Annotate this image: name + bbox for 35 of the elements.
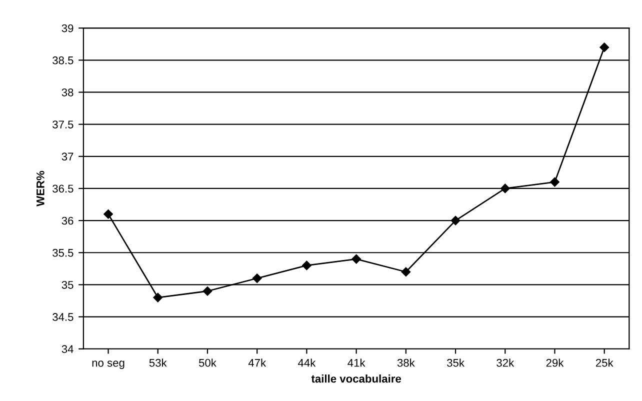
y-tick-label: 38.5 bbox=[52, 56, 74, 64]
point bbox=[202, 286, 212, 296]
x-axis-title: taille vocabulaire bbox=[311, 374, 402, 383]
point bbox=[450, 216, 460, 226]
y-tick-label: 37 bbox=[62, 152, 74, 161]
x-tick-label: 32k bbox=[496, 358, 514, 367]
point bbox=[550, 177, 560, 187]
x-tick-label: 25k bbox=[596, 358, 614, 367]
x-tick-label: 38k bbox=[397, 358, 415, 367]
point bbox=[153, 292, 162, 302]
x-tick-label: 29k bbox=[546, 358, 564, 367]
y-tick-label: 34.5 bbox=[52, 313, 74, 321]
x-tick-label: 44k bbox=[298, 358, 316, 367]
y-tick-label: 36.5 bbox=[52, 184, 74, 193]
point bbox=[352, 254, 361, 264]
point bbox=[252, 274, 262, 283]
y-tick-label: 34 bbox=[62, 345, 74, 354]
x-tick-label: 41k bbox=[348, 358, 366, 367]
y-tick-label: 38 bbox=[62, 88, 74, 96]
point bbox=[600, 42, 609, 52]
x-tick-label: 53k bbox=[149, 358, 167, 367]
x-tick-label: 47k bbox=[248, 358, 266, 367]
x-tick-label: no seg bbox=[92, 360, 124, 369]
y-axis-title: WER% bbox=[36, 170, 44, 206]
x-tick-label: 35k bbox=[446, 358, 464, 367]
y-tick-label: 36 bbox=[62, 216, 74, 225]
point bbox=[401, 267, 411, 276]
y-tick-label: 37.5 bbox=[52, 120, 74, 128]
y-tick-label: 35.5 bbox=[52, 248, 74, 257]
point bbox=[104, 210, 113, 219]
point bbox=[500, 184, 510, 194]
y-tick-label: 35 bbox=[62, 280, 74, 289]
point bbox=[302, 260, 312, 270]
x-tick-label: 50k bbox=[198, 358, 216, 367]
y-tick-label: 39 bbox=[62, 24, 74, 32]
